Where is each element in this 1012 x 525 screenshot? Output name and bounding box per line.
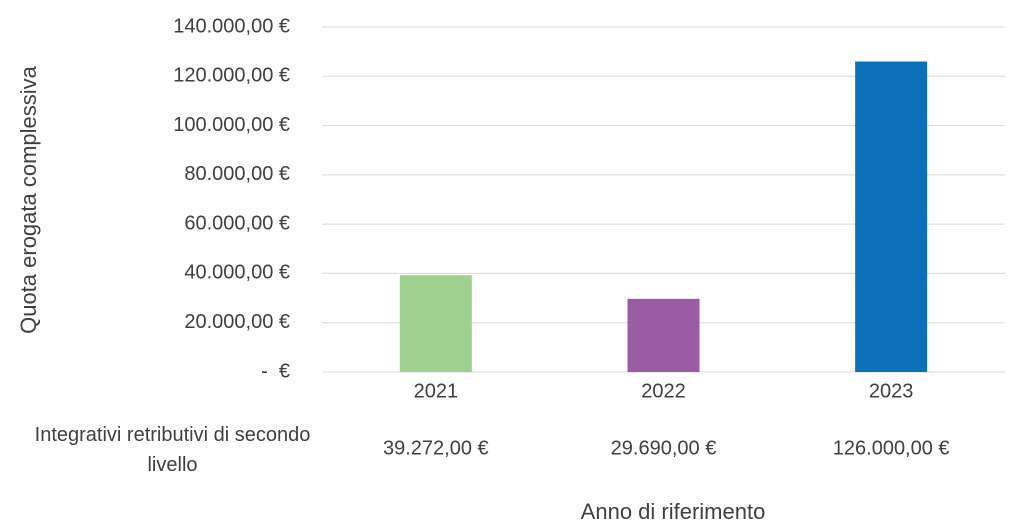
y-tick-label: - € (261, 360, 290, 382)
y-tick-label: 120.000,00 € (173, 65, 290, 87)
bar (627, 298, 700, 372)
x-tick-label: 2021 (414, 380, 459, 402)
y-tick-label: 60.000,00 € (184, 212, 290, 234)
x-tick-label: 2023 (869, 380, 914, 402)
y-tick-label: 140.000,00 € (173, 15, 290, 37)
y-tick-label: 80.000,00 € (184, 163, 290, 185)
table-value: 29.690,00 € (611, 437, 717, 459)
y-tick-label: 20.000,00 € (184, 311, 290, 333)
y-axis-label: Quota erogata complessiva (16, 65, 41, 334)
bar (855, 61, 928, 372)
x-axis-label: Anno di riferimento (581, 499, 766, 524)
y-tick-label: 40.000,00 € (184, 262, 290, 284)
table-value: 39.272,00 € (383, 437, 489, 459)
series-name: Integrativi retributivi di secondo livel… (34, 424, 311, 476)
y-tick-label: 100.000,00 € (173, 114, 290, 136)
bar (399, 275, 472, 372)
x-tick-label: 2022 (641, 380, 686, 402)
table-value: 126.000,00 € (833, 437, 950, 459)
